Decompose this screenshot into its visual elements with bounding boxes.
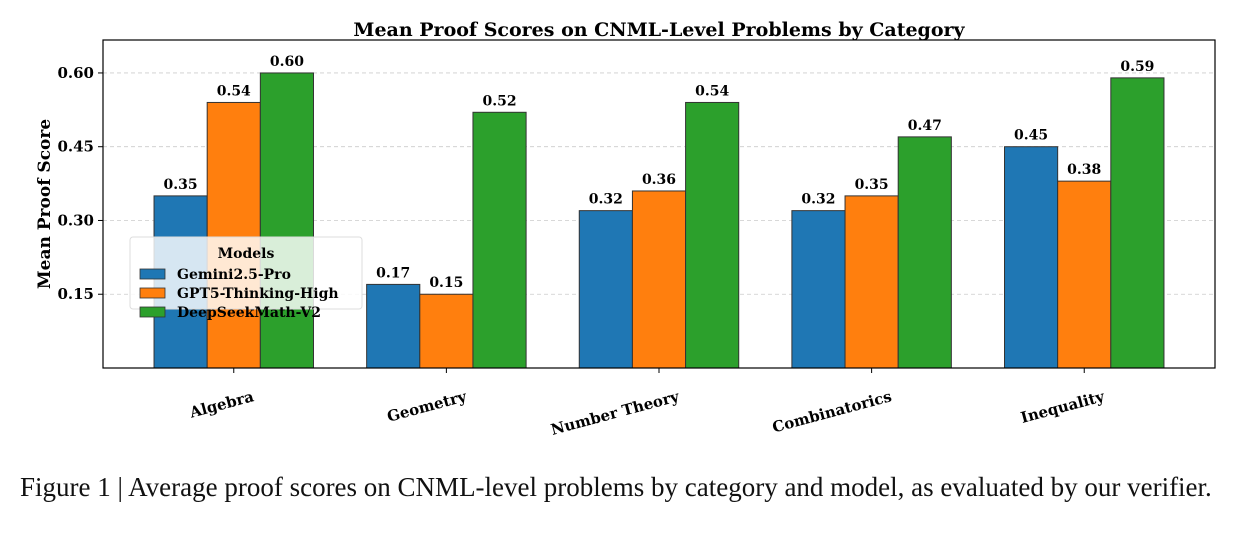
y-ticks: 0.15 0.30 0.45 0.60: [57, 64, 103, 303]
x-tick-label: Geometry: [385, 387, 469, 426]
legend-box: [129, 236, 363, 310]
data-label: 0.45: [1014, 128, 1048, 144]
bar-chart: Mean Proof Scores on CNML-Level Problems…: [35, 19, 1216, 439]
legend-title: Models: [218, 246, 275, 262]
data-label: 0.38: [1067, 162, 1101, 178]
bar-gpt5-thinking-high: [631, 190, 687, 369]
y-tick-label: 0.15: [57, 285, 94, 303]
data-label: 0.47: [908, 118, 942, 134]
data-label: 0.35: [164, 177, 198, 193]
legend-swatch: [139, 306, 166, 318]
data-label: 0.17: [376, 265, 410, 281]
bar-gemini2-5-pro: [578, 210, 633, 369]
x-ticks: Algebra Geometry Number Theory Combinatoric…: [187, 368, 1108, 439]
data-label: 0.32: [801, 192, 835, 208]
data-labels: 0.35 0.17 0.32 0.32 0.45 0.54 0.15 0.36 0.35 0.38…: [164, 54, 1155, 291]
bar-gemini2-5-pro: [366, 283, 421, 369]
bar-gpt5-thinking-high: [206, 101, 261, 369]
legend-swatch: [139, 287, 166, 299]
data-label: 0.54: [695, 83, 729, 99]
data-label: 0.54: [217, 83, 251, 99]
x-tick-label: Algebra: [187, 387, 256, 422]
x-tick-label: Combinatorics: [770, 387, 893, 436]
data-label: 0.35: [855, 177, 889, 193]
bar-deepseekmath-v2: [259, 72, 314, 369]
x-tick-label: Inequality: [1019, 387, 1108, 427]
legend-entry: GPT5-Thinking-High: [177, 286, 339, 302]
y-tick-label: 0.45: [57, 138, 94, 156]
data-label: 0.36: [642, 172, 676, 188]
bar-deepseekmath-v2: [897, 136, 952, 369]
legend-entry: DeepSeekMath-V2: [177, 305, 321, 321]
figure-caption: Figure 1 | Average proof scores on CNML-…: [20, 472, 1212, 502]
bar-gpt5-thinking-high: [1057, 180, 1112, 369]
data-label: 0.52: [482, 93, 516, 109]
data-label: 0.15: [429, 275, 463, 291]
data-label: 0.60: [270, 54, 304, 70]
data-label: 0.32: [589, 192, 623, 208]
legend-entry: Gemini2.5-Pro: [177, 267, 291, 283]
bar-gemini2-5-pro: [1004, 146, 1059, 369]
x-tick-label: Number Theory: [549, 387, 682, 439]
bar-gpt5-thinking-high: [844, 195, 899, 369]
legend: Models Gemini2.5-Pro GPT5-Thinking-High Dee…: [129, 236, 363, 321]
bar-deepseekmath-v2: [685, 101, 740, 369]
bar-gemini2-5-pro: [791, 210, 846, 369]
chart-title: Mean Proof Scores on CNML-Level Problems…: [353, 19, 965, 41]
bars: [153, 72, 1165, 369]
bar-deepseekmath-v2: [472, 111, 527, 369]
y-tick-label: 0.60: [57, 64, 94, 82]
y-axis-label: Mean Proof Score: [35, 119, 55, 289]
legend-swatch: [139, 268, 166, 280]
bar-deepseekmath-v2: [1110, 77, 1165, 369]
bar-gpt5-thinking-high: [419, 293, 474, 369]
y-tick-label: 0.30: [57, 211, 94, 229]
data-label: 0.59: [1120, 59, 1154, 75]
